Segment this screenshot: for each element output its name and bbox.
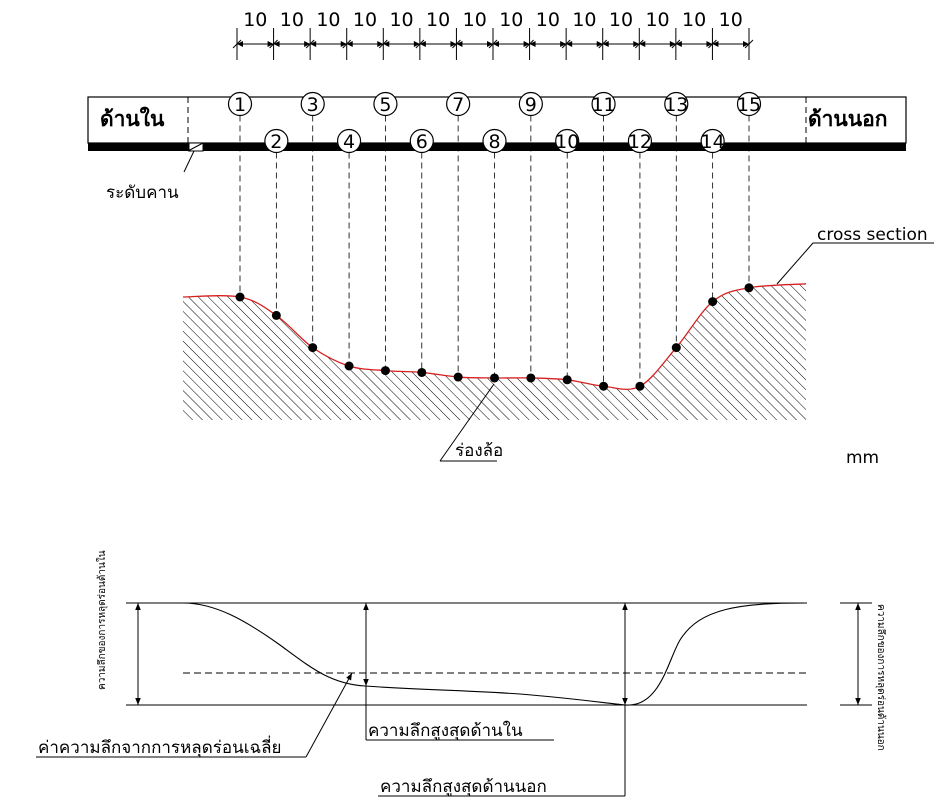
depth-profile-curve [182, 602, 807, 706]
dimension-label: 10 [280, 9, 304, 31]
inner-side-label: ด้านใน [100, 106, 165, 131]
profile-point [308, 343, 318, 353]
profile-point [453, 372, 463, 382]
point-number: 1 [234, 94, 246, 116]
dimension-label: 10 [426, 9, 450, 31]
profile-point [599, 381, 609, 391]
dimension-label: 10 [645, 9, 669, 31]
point-number-circle [482, 128, 507, 154]
point-number-circle [227, 91, 253, 117]
point-number: 10 [555, 131, 579, 153]
outer-side-label: ด้านนอก [808, 107, 887, 131]
point-number: 3 [307, 94, 319, 116]
point-number-circle [736, 91, 762, 117]
point-number-circle [446, 91, 471, 117]
profile-point [671, 343, 681, 353]
dimension-label: 10 [499, 9, 523, 31]
dimension-label: 10 [572, 9, 596, 31]
point-number-circle [555, 128, 580, 154]
profile-point [562, 375, 572, 385]
point-number-circle [336, 128, 362, 154]
profile-point [708, 297, 718, 307]
dimension-label: 10 [463, 9, 487, 31]
profile-point [744, 283, 754, 293]
profile-point [344, 361, 354, 371]
dimension-label: 10 [536, 9, 560, 31]
point-number-circle [373, 91, 398, 117]
point-number: 5 [379, 94, 391, 116]
profile-point [380, 366, 390, 376]
profile-point [271, 310, 281, 320]
point-number: 2 [270, 131, 282, 153]
dimension-chain: 10 10 10 10 10 10 10 10 10 10 10 10 10 10 [232, 9, 754, 60]
point-number-circle [264, 128, 289, 154]
point-number: 7 [452, 94, 464, 116]
point-number: 9 [525, 94, 537, 116]
dimension-label: 10 [353, 9, 377, 31]
profile-point [235, 292, 245, 302]
dimension-label: 10 [609, 9, 633, 31]
point-number: 15 [737, 94, 761, 116]
point-number: 13 [664, 94, 688, 116]
point-number: 4 [343, 131, 355, 153]
point-number: 12 [628, 131, 652, 153]
cross-section-hatch [183, 283, 806, 420]
unit-label: mm [846, 448, 879, 468]
dimension-label: 10 [243, 9, 267, 31]
point-number-circle [518, 91, 543, 117]
point-number-circle [591, 91, 616, 117]
point-number: 11 [591, 94, 615, 116]
point-number-circle [300, 91, 325, 117]
point-number: 6 [416, 131, 428, 153]
inner-wear-depth-label: ความลึกของการหลุดร่อนด้านใน [96, 550, 108, 690]
max-outer-depth-label: ความลึกสูงสุดด้านนอก [380, 777, 547, 797]
point-number-circle [409, 128, 434, 154]
wheel-groove-label: ร่องล้อ [455, 441, 503, 461]
max-inner-depth-label: ความลึกสูงสุดด้านใน [368, 720, 523, 741]
beam-level-annotation: ระดับคาน [106, 150, 195, 203]
profile-point [635, 381, 645, 391]
dimension-label: 10 [316, 9, 340, 31]
outer-wear-depth-label: ความลึกของการหลุดร่อนด้านนอก [875, 604, 887, 751]
profile-point [490, 373, 499, 383]
dimension-label: 10 [682, 9, 706, 31]
depth-diagram: ความลึกของการหลุดร่อนด้านใน ความลึกของกา… [36, 550, 887, 797]
point-number: 14 [701, 131, 725, 153]
cross-section-annotation: cross section [776, 225, 934, 285]
point-number: 8 [488, 131, 500, 153]
cross-section [182, 283, 807, 420]
profile-point [417, 367, 427, 377]
dimension-label: 10 [389, 9, 413, 31]
avg-depth-label: ค่าความลึกจากการหลุดร่อนเฉลี่ย [38, 735, 281, 758]
point-number-circle [664, 91, 689, 117]
point-number-circle [627, 128, 653, 154]
point-number-circle [700, 128, 725, 154]
profile-points [235, 283, 754, 391]
profile-point [526, 373, 536, 383]
wheel-groove-annotation: ร่องล้อ [439, 383, 503, 462]
cross-section-label: cross section [817, 225, 928, 245]
dimension-label: 10 [719, 9, 743, 31]
beam-level-label: ระดับคาน [106, 183, 179, 203]
